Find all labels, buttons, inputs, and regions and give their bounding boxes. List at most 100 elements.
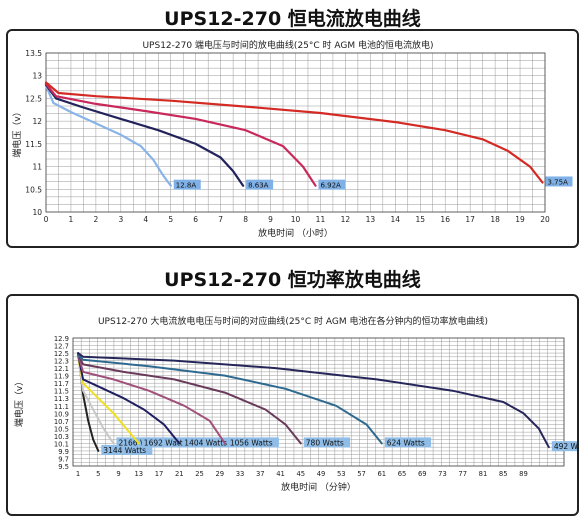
series-label: 780 Watts bbox=[306, 438, 344, 447]
y-tick-label: 13.5 bbox=[25, 49, 42, 58]
x-tick-label: 5 bbox=[96, 470, 100, 478]
y-tick-label: 11 bbox=[32, 163, 42, 172]
x-tick-label: 17 bbox=[155, 470, 164, 478]
series-label: 2166 Watts bbox=[118, 438, 161, 447]
x-tick-label: 19 bbox=[515, 215, 525, 224]
chart-title-constant-power: UPS12-270 恒功率放电曲线 bbox=[164, 269, 421, 291]
plot-frame bbox=[45, 52, 546, 213]
y-tick-label: 10 bbox=[32, 208, 42, 217]
x-tick-label: 61 bbox=[377, 470, 386, 478]
series-label: 1404 Watts bbox=[184, 438, 227, 447]
x-tick-label: 25 bbox=[195, 470, 204, 478]
chart-subtitle: UPS12-270 大电流放电电压与时间的对应曲线(25°C 时 AGM 电池在… bbox=[98, 315, 488, 327]
series-label-box bbox=[545, 176, 573, 187]
series-line-1056-watts bbox=[77, 353, 226, 445]
x-tick-label: 77 bbox=[458, 470, 467, 478]
x-tick-label: 49 bbox=[317, 470, 326, 478]
chart-panel-constant-power: UPS12-270 大电流放电电压与时间的对应曲线(25°C 时 AGM 电池在… bbox=[6, 294, 585, 516]
series-label: 6.92A bbox=[320, 182, 341, 190]
x-tick-label: 57 bbox=[357, 470, 366, 478]
x-tick-label: 5 bbox=[168, 215, 173, 224]
y-tick-label: 12 bbox=[32, 117, 42, 126]
x-tick-label: 73 bbox=[438, 470, 447, 478]
x-axis-label: 放电时间 （小时） bbox=[258, 227, 333, 239]
y-tick-label: 10.9 bbox=[54, 410, 69, 418]
series-line-492-watts bbox=[77, 352, 550, 449]
x-tick-label: 89 bbox=[519, 470, 528, 478]
y-tick-label: 11.3 bbox=[54, 395, 69, 403]
x-tick-label: 16 bbox=[440, 215, 450, 224]
y-tick-label: 11.5 bbox=[25, 140, 42, 149]
x-tick-label: 15 bbox=[415, 215, 425, 224]
series-label: 1056 Watts bbox=[230, 438, 273, 447]
y-tick-label: 10.5 bbox=[25, 185, 42, 194]
series-line-8-63a bbox=[44, 83, 245, 187]
x-tick-label: 85 bbox=[499, 470, 508, 478]
constant-current-chart: UPS12-270 端电压与时间的放电曲线(25°C 时 AGM 电池的恒电流放… bbox=[11, 39, 573, 239]
y-tick-label: 12.7 bbox=[54, 343, 69, 351]
series-line-1404-watts bbox=[77, 353, 181, 445]
series-label-box bbox=[141, 437, 193, 448]
series-label-box bbox=[318, 179, 346, 190]
series-label-box bbox=[551, 441, 585, 452]
y-tick-label: 10.3 bbox=[54, 433, 69, 441]
x-tick-label: 41 bbox=[276, 470, 285, 478]
y-tick-label: 10.5 bbox=[54, 425, 69, 433]
x-tick-label: 18 bbox=[490, 215, 500, 224]
y-tick-label: 12.5 bbox=[54, 350, 69, 358]
x-tick-label: 13 bbox=[366, 215, 376, 224]
series-label: 492 Watts bbox=[554, 442, 577, 451]
series-line-3-75a bbox=[44, 81, 544, 184]
x-tick-label: 12 bbox=[341, 215, 351, 224]
series-line-12-8a bbox=[44, 84, 172, 187]
series-label-box bbox=[227, 437, 279, 448]
x-tick-label: 9 bbox=[268, 215, 273, 224]
series-label-box bbox=[101, 444, 153, 455]
chart-panel-constant-current: UPS12-270 端电压与时间的放电曲线(25°C 时 AGM 电池的恒电流放… bbox=[6, 29, 579, 248]
grid bbox=[45, 52, 546, 213]
series-line-6-92a bbox=[44, 82, 317, 187]
series-line-624-watts bbox=[77, 353, 383, 445]
y-tick-label: 12.9 bbox=[54, 335, 69, 343]
x-tick-label: 69 bbox=[418, 470, 427, 478]
y-tick-label: 9.9 bbox=[58, 448, 69, 456]
series-label: 12.8A bbox=[176, 182, 197, 190]
x-tick-label: 53 bbox=[337, 470, 346, 478]
y-tick-label: 13 bbox=[32, 72, 42, 81]
series-label: 1692 Watts bbox=[144, 438, 187, 447]
x-axis-label: 放电时间 （分钟） bbox=[281, 481, 356, 493]
x-tick-label: 10 bbox=[291, 215, 301, 224]
series-label: 3144 Watts bbox=[103, 446, 146, 455]
x-tick-label: 1 bbox=[69, 215, 74, 224]
y-tick-label: 10.7 bbox=[54, 418, 69, 426]
y-tick-label: 9.7 bbox=[58, 455, 69, 463]
x-tick-label: 21 bbox=[175, 470, 184, 478]
y-tick-label: 10.1 bbox=[54, 440, 69, 448]
constant-power-chart: UPS12-270 大电流放电电压与时间的对应曲线(25°C 时 AGM 电池在… bbox=[13, 315, 585, 493]
plot-frame bbox=[72, 337, 565, 467]
y-tick-label: 11.1 bbox=[54, 403, 69, 411]
y-tick-label: 11.5 bbox=[54, 388, 69, 396]
x-tick-label: 9 bbox=[116, 470, 120, 478]
series-label-box bbox=[182, 437, 234, 448]
y-axis-label: 端电压（v） bbox=[11, 107, 23, 157]
y-tick-label: 12.1 bbox=[54, 365, 69, 373]
x-tick-label: 3 bbox=[118, 215, 123, 224]
series-label: 8.63A bbox=[248, 182, 269, 190]
x-tick-label: 17 bbox=[465, 215, 475, 224]
x-tick-label: 4 bbox=[143, 215, 148, 224]
series-label: 624 Watts bbox=[387, 438, 425, 447]
x-tick-label: 0 bbox=[44, 215, 49, 224]
x-tick-label: 65 bbox=[398, 470, 407, 478]
x-tick-label: 33 bbox=[236, 470, 245, 478]
x-tick-label: 29 bbox=[215, 470, 224, 478]
x-tick-label: 81 bbox=[479, 470, 488, 478]
y-tick-label: 11.7 bbox=[54, 380, 69, 388]
series-label: 3.75A bbox=[548, 178, 569, 186]
series-label-box bbox=[384, 437, 432, 448]
series-label-box bbox=[303, 437, 351, 448]
x-tick-label: 14 bbox=[391, 215, 401, 224]
series-label-box bbox=[173, 179, 201, 190]
y-tick-label: 12.3 bbox=[54, 358, 69, 366]
series-label-box bbox=[246, 179, 274, 190]
